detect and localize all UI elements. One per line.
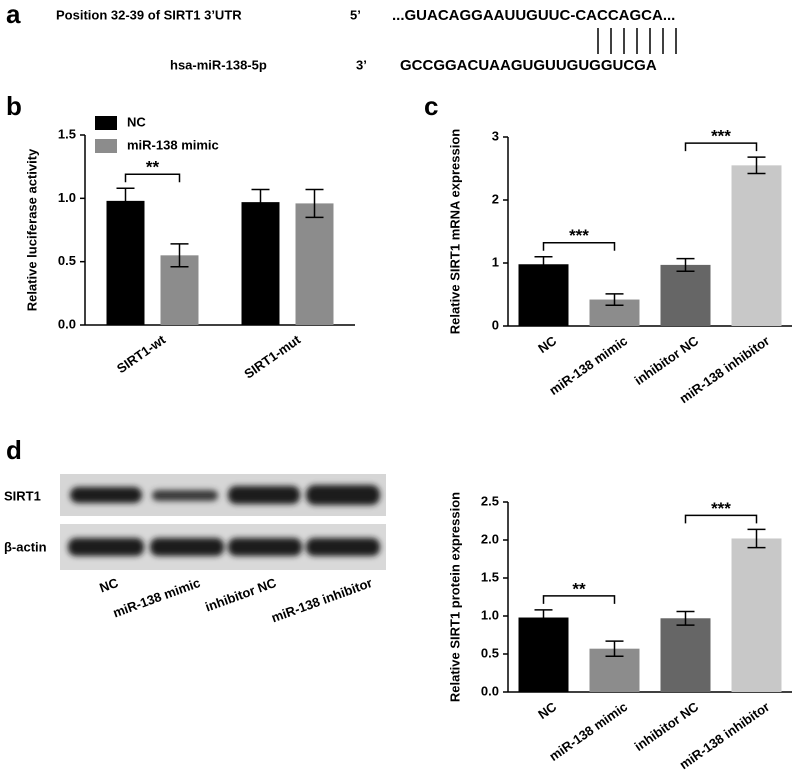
band <box>306 538 380 556</box>
x-tick-label: miR-138 mimic <box>546 699 630 764</box>
band <box>152 490 218 501</box>
panel-letter: b <box>6 91 22 121</box>
blot-row-label: β-actin <box>4 539 47 554</box>
legend-label: miR-138 mimic <box>127 137 219 152</box>
y-tick-label: 0.5 <box>58 253 76 268</box>
significance-bracket <box>684 142 758 152</box>
x-tick-label: miR-138 mimic <box>546 333 630 398</box>
band <box>150 538 224 556</box>
y-tick-label: 1.5 <box>58 126 76 141</box>
base-pairs <box>597 28 677 54</box>
x-tick-label: inhibitor NC <box>632 699 702 754</box>
y-tick-label: 1.5 <box>481 569 499 584</box>
panel-letter: c <box>424 91 438 121</box>
x-tick-label: inhibitor NC <box>632 333 702 388</box>
target-seq: ...GUACAGGAAUUGUUC-CACCAGCA... <box>392 7 675 24</box>
bar <box>731 538 782 692</box>
target-end: 5’ <box>350 7 361 22</box>
significance-bracket <box>542 241 616 251</box>
bar <box>731 165 782 326</box>
y-tick-label: 1 <box>492 254 499 269</box>
y-tick-label: 1.0 <box>481 607 499 622</box>
y-tick-label: 2 <box>492 191 499 206</box>
western-blot: SIRT1 β-actin NC miR-138 mimic inhibitor… <box>4 474 386 625</box>
x-tick-label: NC <box>535 333 559 356</box>
alignment: Position 32-39 of SIRT1 3’UTR 5’ ...GUAC… <box>56 7 677 74</box>
x-tick-label: SIRT1-mut <box>241 332 303 382</box>
legend-label: NC <box>127 114 146 129</box>
x-tick-label: NC <box>535 699 559 722</box>
y-axis-label: Relative SIRT1 mRNA expression <box>447 129 462 334</box>
legend-swatch <box>95 116 117 130</box>
blot-lane-label: miR-138 inhibitor <box>269 575 374 625</box>
blot-row-label: SIRT1 <box>4 488 41 503</box>
band <box>68 538 144 556</box>
y-tick-label: 0.0 <box>481 683 499 698</box>
y-tick-label: 2.0 <box>481 531 499 546</box>
mirna-end: 3’ <box>356 57 367 72</box>
significance-label: ** <box>146 158 160 177</box>
bar <box>295 203 334 325</box>
band <box>70 487 142 503</box>
bar <box>106 200 145 325</box>
panel-letter: d <box>6 435 22 465</box>
bar <box>518 264 569 326</box>
y-tick-label: 1.0 <box>58 190 76 205</box>
y-tick-label: 0 <box>492 317 499 332</box>
significance-label: *** <box>711 127 731 146</box>
panel-letter: a <box>6 0 21 29</box>
significance-bracket <box>124 173 181 183</box>
bar <box>241 202 280 325</box>
y-tick-label: 0.5 <box>481 645 499 660</box>
blot-lane-label: inhibitor NC <box>203 575 279 615</box>
y-axis-label: Relative SIRT1 protein expression <box>447 492 462 702</box>
y-tick-label: 3 <box>492 128 499 143</box>
band <box>228 538 302 556</box>
x-tick-label: SIRT1-wt <box>114 332 169 377</box>
significance-label: *** <box>711 499 731 518</box>
legend-swatch <box>95 139 117 153</box>
blot-lane-label: NC <box>97 575 120 596</box>
y-axis-label: Relative luciferase activity <box>24 148 39 311</box>
significance-bracket <box>684 514 758 524</box>
bar <box>518 617 569 692</box>
blot-lane-label: miR-138 mimic <box>111 575 202 620</box>
y-tick-label: 2.5 <box>481 493 499 508</box>
band <box>228 486 300 504</box>
band <box>306 485 380 505</box>
bar <box>660 264 711 326</box>
bar <box>660 618 711 692</box>
target-name: Position 32-39 of SIRT1 3’UTR <box>56 7 242 22</box>
significance-label: ** <box>572 579 586 598</box>
significance-label: *** <box>569 226 589 245</box>
y-tick-label: 0.0 <box>58 316 76 331</box>
mirna-seq: GCCGGACUAAGUGUUGUGGUCGA <box>400 57 657 74</box>
mirna-name: hsa-miR-138-5p <box>170 57 267 72</box>
significance-bracket <box>542 595 616 604</box>
